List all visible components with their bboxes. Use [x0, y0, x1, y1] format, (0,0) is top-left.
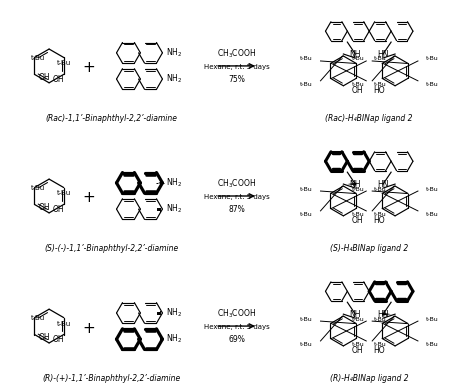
Text: t-Bu: t-Bu [374, 317, 386, 321]
Text: OH: OH [352, 216, 363, 225]
Text: OH: OH [352, 86, 363, 95]
Text: t-Bu: t-Bu [300, 317, 313, 321]
Text: 87%: 87% [228, 205, 245, 214]
Text: t-Bu: t-Bu [426, 56, 438, 62]
Text: HN: HN [377, 310, 389, 319]
Text: t-Bu: t-Bu [300, 187, 313, 192]
Text: t-Bu: t-Bu [352, 317, 365, 321]
Text: NH$_2$: NH$_2$ [166, 333, 182, 345]
Text: (S)-H₄BINap ligand 2: (S)-H₄BINap ligand 2 [330, 244, 408, 253]
Text: OH: OH [53, 336, 65, 345]
Text: NH$_2$: NH$_2$ [166, 47, 182, 59]
Text: t-Bu: t-Bu [56, 191, 71, 196]
Text: 75%: 75% [228, 75, 245, 84]
Text: HO: HO [374, 86, 385, 95]
Text: (R)-(+)-1,1’-Binaphthyl-2,2’-diamine: (R)-(+)-1,1’-Binaphthyl-2,2’-diamine [42, 374, 181, 383]
Text: OH: OH [352, 347, 363, 356]
Text: (R)-H₄BINap ligand 2: (R)-H₄BINap ligand 2 [330, 374, 409, 383]
Polygon shape [160, 338, 164, 341]
Polygon shape [160, 181, 164, 184]
Text: t-Bu: t-Bu [352, 187, 365, 192]
Text: +: + [82, 60, 95, 75]
Text: t-Bu: t-Bu [426, 317, 438, 321]
Text: 69%: 69% [228, 336, 245, 345]
Text: t-Bu: t-Bu [31, 55, 45, 61]
Text: +: + [82, 321, 95, 336]
Text: t-Bu: t-Bu [374, 82, 386, 87]
Text: HN: HN [377, 49, 389, 58]
Text: t-Bu: t-Bu [300, 343, 313, 347]
Text: +: + [82, 191, 95, 205]
Text: NH$_2$: NH$_2$ [166, 177, 182, 189]
Text: OH: OH [38, 73, 50, 82]
Text: t-Bu: t-Bu [374, 343, 386, 347]
Text: Hexane, r.t. 5 days: Hexane, r.t. 5 days [204, 194, 269, 200]
Text: HN: HN [377, 180, 389, 189]
Text: HO: HO [374, 347, 385, 356]
Text: NH$_2$: NH$_2$ [166, 203, 182, 215]
Polygon shape [382, 313, 391, 316]
Text: t-Bu: t-Bu [352, 56, 365, 62]
Text: Hexane, r.t. 5 days: Hexane, r.t. 5 days [204, 324, 269, 330]
Text: t-Bu: t-Bu [426, 82, 438, 87]
Text: t-Bu: t-Bu [352, 212, 365, 218]
Text: t-Bu: t-Bu [31, 185, 45, 191]
Text: OH: OH [53, 75, 65, 84]
Text: NH: NH [349, 49, 361, 58]
Polygon shape [347, 183, 356, 185]
Text: OH: OH [53, 205, 65, 214]
Text: t-Bu: t-Bu [374, 56, 386, 62]
Text: t-Bu: t-Bu [352, 343, 365, 347]
Text: t-Bu: t-Bu [426, 212, 438, 218]
Text: (Rac)-1,1’-Binaphthyl-2,2’-diamine: (Rac)-1,1’-Binaphthyl-2,2’-diamine [45, 114, 177, 123]
Text: t-Bu: t-Bu [374, 187, 386, 192]
Text: t-Bu: t-Bu [352, 82, 365, 87]
Text: t-Bu: t-Bu [31, 315, 45, 321]
Text: Hexane, r.t. 5 days: Hexane, r.t. 5 days [204, 64, 269, 70]
Text: OH: OH [38, 203, 50, 212]
Text: (S)-(-)-1,1’-Binaphthyl-2,2’-diamine: (S)-(-)-1,1’-Binaphthyl-2,2’-diamine [44, 244, 178, 253]
Text: CH$_3$COOH: CH$_3$COOH [217, 178, 256, 191]
Text: CH$_3$COOH: CH$_3$COOH [217, 308, 256, 320]
Text: NH$_2$: NH$_2$ [166, 307, 182, 319]
Text: CH$_3$COOH: CH$_3$COOH [217, 48, 256, 60]
Text: t-Bu: t-Bu [426, 343, 438, 347]
Text: (Rac)-H₄BINap ligand 2: (Rac)-H₄BINap ligand 2 [326, 114, 413, 123]
Text: t-Bu: t-Bu [300, 82, 313, 87]
Text: NH: NH [349, 310, 361, 319]
Text: t-Bu: t-Bu [56, 321, 71, 327]
Text: HO: HO [374, 216, 385, 225]
Text: NH: NH [349, 180, 361, 189]
Text: t-Bu: t-Bu [374, 212, 386, 218]
Text: NH$_2$: NH$_2$ [166, 73, 182, 85]
Text: t-Bu: t-Bu [300, 212, 313, 218]
Text: t-Bu: t-Bu [56, 60, 71, 66]
Text: t-Bu: t-Bu [426, 187, 438, 192]
Text: OH: OH [38, 333, 50, 342]
Text: t-Bu: t-Bu [300, 56, 313, 62]
